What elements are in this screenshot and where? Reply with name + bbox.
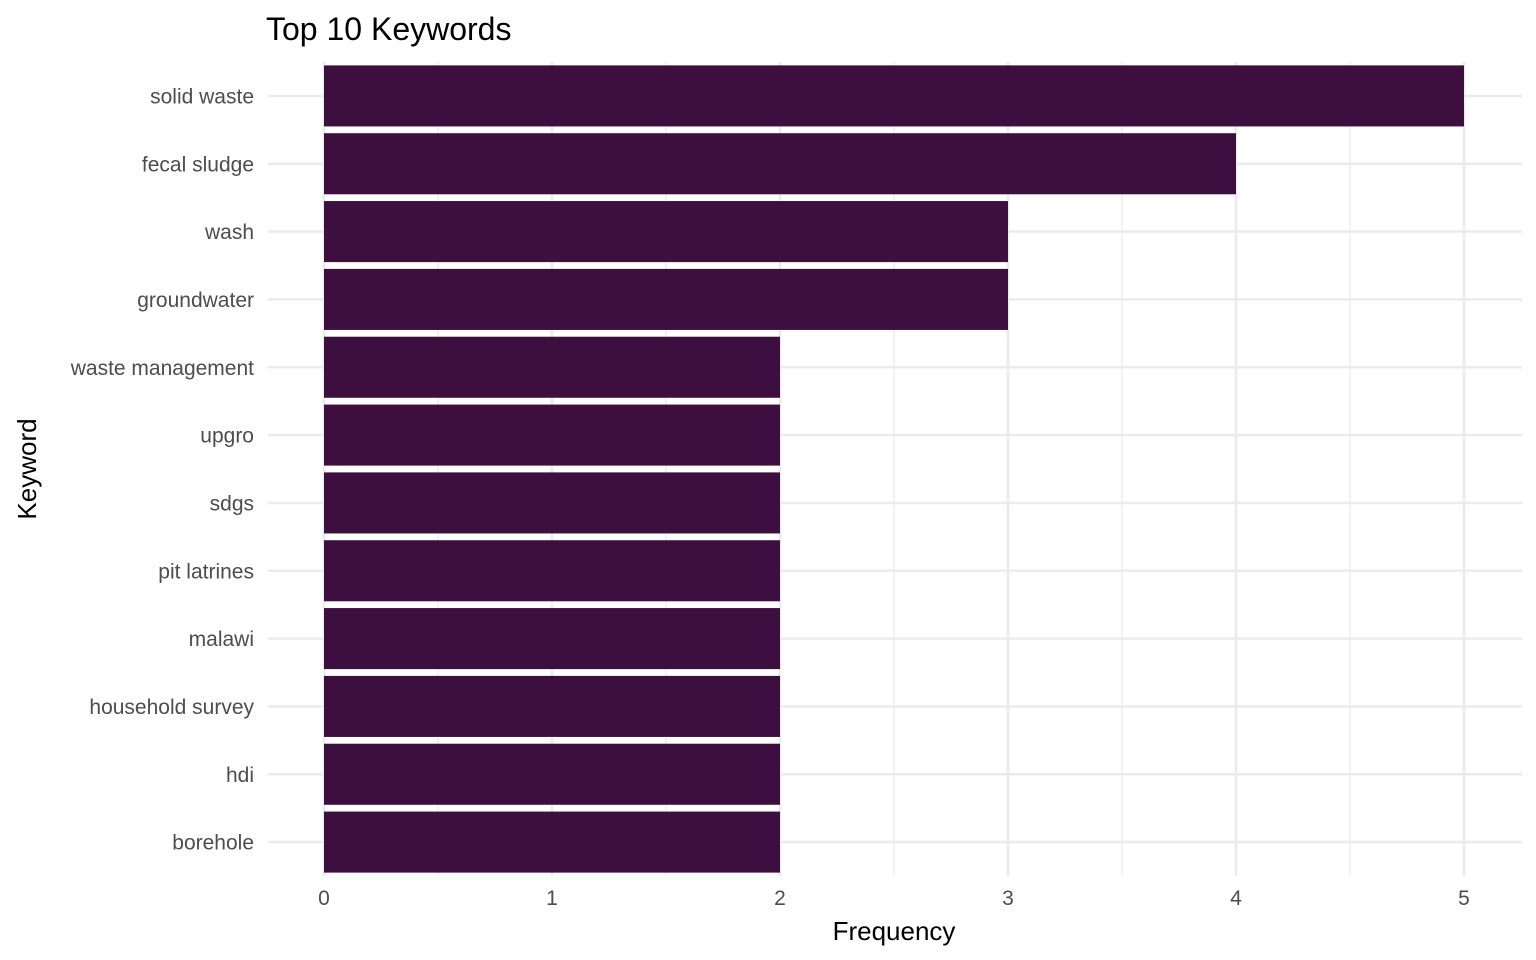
y-tick-label: solid waste bbox=[150, 85, 254, 108]
y-tick-labels: solid waste fecal sludge wash groundwater wa… bbox=[70, 85, 255, 854]
x-tick-label: 1 bbox=[546, 887, 558, 910]
y-tick-label: waste management bbox=[70, 357, 254, 380]
y-tick-label: fecal sludge bbox=[142, 153, 254, 176]
x-tick-labels: 0 1 2 3 4 5 bbox=[318, 887, 1470, 910]
x-tick-label: 3 bbox=[1002, 887, 1014, 910]
y-tick-label: borehole bbox=[172, 832, 254, 855]
x-tick-label: 2 bbox=[774, 887, 786, 910]
chart-title: Top 10 Keywords bbox=[266, 11, 511, 47]
bar bbox=[324, 743, 780, 805]
bars bbox=[324, 65, 1464, 873]
bar bbox=[324, 201, 1008, 263]
bar bbox=[324, 268, 1008, 330]
y-tick-label: household survey bbox=[89, 696, 254, 719]
x-tick-label: 0 bbox=[318, 887, 330, 910]
x-tick-label: 4 bbox=[1230, 887, 1242, 910]
y-axis-title: Keyword bbox=[12, 418, 42, 519]
y-tick-label: pit latrines bbox=[158, 560, 254, 583]
bar bbox=[324, 608, 780, 670]
bar bbox=[324, 133, 1236, 195]
bar bbox=[324, 811, 780, 873]
y-tick-label: wash bbox=[204, 221, 254, 244]
x-tick-label: 5 bbox=[1458, 887, 1470, 910]
x-axis-title: Frequency bbox=[833, 916, 956, 946]
bar bbox=[324, 336, 780, 398]
y-tick-label: hdi bbox=[226, 764, 254, 787]
y-tick-label: groundwater bbox=[137, 289, 254, 312]
bar bbox=[324, 65, 1464, 127]
y-tick-label: upgro bbox=[200, 425, 254, 448]
bar bbox=[324, 540, 780, 602]
bar bbox=[324, 472, 780, 534]
y-tick-label: malawi bbox=[189, 628, 254, 651]
y-tick-label: sdgs bbox=[210, 492, 254, 515]
bar bbox=[324, 675, 780, 737]
bar bbox=[324, 404, 780, 466]
